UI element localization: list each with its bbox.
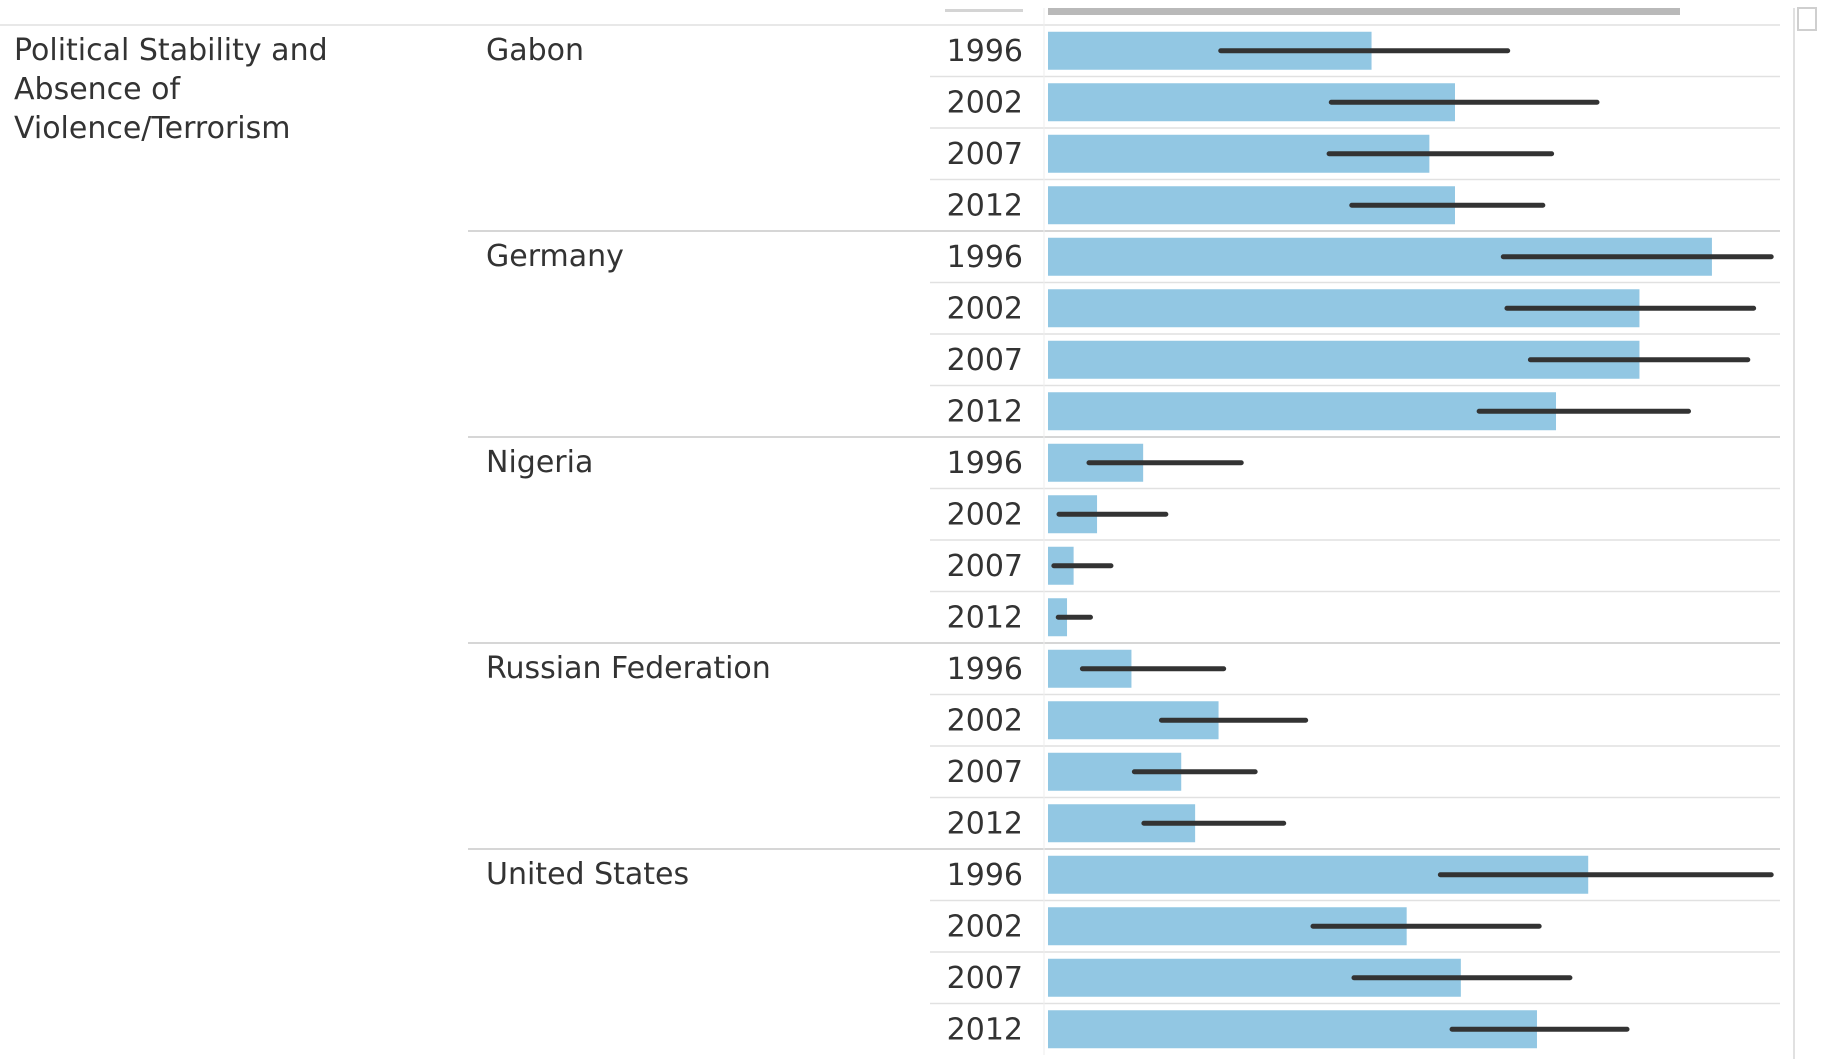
frame — [0, 7, 1817, 1059]
year-label: 2012 — [947, 807, 1023, 842]
year-label: 2012 — [947, 1013, 1023, 1048]
year-label: 2012 — [947, 601, 1023, 636]
year-label: 1996 — [947, 34, 1023, 69]
country-label: Gabon — [486, 33, 584, 68]
indicator-label-line: Political Stability and — [14, 33, 328, 68]
year-label: 1996 — [947, 240, 1023, 275]
country-label: Germany — [486, 239, 624, 274]
partial-bar-above — [1048, 8, 1680, 15]
year-label: 2007 — [947, 137, 1023, 172]
indicator-label-line: Violence/Terrorism — [14, 111, 290, 146]
bar[interactable] — [1048, 392, 1557, 431]
country-label: Russian Federation — [486, 651, 771, 686]
year-label: 1996 — [947, 858, 1023, 893]
year-label: 2007 — [947, 961, 1023, 996]
country-label: United States — [486, 857, 689, 892]
year-label: 1996 — [947, 446, 1023, 481]
year-label: 2002 — [947, 86, 1023, 121]
partial-year-above — [945, 9, 1023, 12]
year-label: 2007 — [947, 343, 1023, 378]
indicator-label: Political Stability and Absence of Viole… — [14, 33, 337, 146]
row-labels: Political Stability and Absence of Viole… — [14, 33, 1023, 1048]
gridlines — [468, 75, 1780, 1005]
indicator-label-line: Absence of — [14, 72, 182, 107]
year-label: 1996 — [947, 652, 1023, 687]
year-label: 2012 — [947, 395, 1023, 430]
scrollbar-thumb[interactable] — [1797, 7, 1817, 31]
year-label: 2002 — [947, 292, 1023, 327]
error-bars — [1051, 48, 1774, 1032]
year-label: 2002 — [947, 910, 1023, 945]
year-label: 2007 — [947, 549, 1023, 584]
country-label: Nigeria — [486, 445, 593, 480]
year-label: 2007 — [947, 755, 1023, 790]
year-label: 2012 — [947, 189, 1023, 224]
year-label: 2002 — [947, 498, 1023, 533]
year-label: 2002 — [947, 704, 1023, 739]
